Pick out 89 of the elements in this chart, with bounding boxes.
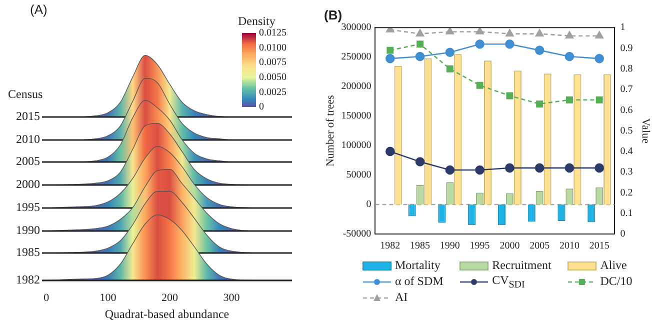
point bbox=[475, 165, 484, 175]
y2-tick-label: 0.1 bbox=[620, 208, 633, 219]
point bbox=[385, 146, 395, 156]
point bbox=[415, 52, 425, 62]
point bbox=[536, 100, 544, 108]
annotation: 0 bbox=[259, 102, 264, 113]
x-axis-title: Quadrat-based abundance bbox=[104, 306, 230, 321]
y2-tick-label: 0.8 bbox=[620, 64, 633, 75]
x-tick-label: 2015 bbox=[589, 240, 610, 252]
point bbox=[564, 52, 574, 62]
point bbox=[505, 163, 514, 173]
point bbox=[534, 163, 544, 173]
x-tick-label: 0 bbox=[44, 292, 50, 304]
point bbox=[594, 163, 604, 173]
point bbox=[564, 163, 574, 173]
y2-tick-label: 0.7 bbox=[620, 84, 633, 96]
y-tick-label: 200000 bbox=[341, 81, 372, 92]
y-tick-label: 300000 bbox=[341, 22, 372, 34]
point bbox=[416, 29, 424, 36]
legend-label: Alive bbox=[600, 258, 627, 273]
y2-tick-label: 0.3 bbox=[620, 166, 633, 178]
x-tick-label: 1982 bbox=[380, 240, 400, 252]
x-tick-label: 100 bbox=[100, 292, 117, 304]
series-label: 1982 bbox=[16, 272, 40, 287]
x-tick-label: 2010 bbox=[559, 240, 580, 252]
x-tick-label: 1995 bbox=[470, 240, 490, 252]
point bbox=[595, 31, 604, 39]
text: 0.0125 bbox=[259, 28, 286, 39]
legend-label: AI bbox=[395, 290, 408, 306]
point bbox=[475, 39, 484, 49]
x-tick-label: 300 bbox=[223, 292, 240, 304]
y-axis-title: Number of trees bbox=[324, 95, 336, 167]
x-tick-label: 2000 bbox=[500, 240, 520, 252]
point bbox=[506, 92, 514, 100]
point bbox=[534, 46, 544, 55]
y-tick-label: -50000 bbox=[342, 228, 372, 240]
legend-label: α of SDM bbox=[395, 274, 444, 290]
point bbox=[386, 46, 394, 54]
y2-tick-label: 0.9 bbox=[620, 42, 633, 54]
y-tick-label: 250000 bbox=[341, 52, 372, 63]
y2-tick-label: 1 bbox=[620, 22, 626, 34]
text: 0.0100 bbox=[259, 42, 286, 54]
point bbox=[505, 39, 514, 49]
y2-tick-label: 0 bbox=[620, 228, 626, 240]
chart-title: (A) bbox=[30, 2, 48, 18]
y-tick-label: 100000 bbox=[341, 140, 372, 152]
y2-tick-label: 0.2 bbox=[620, 187, 633, 198]
annotation: 0.0050 bbox=[259, 72, 286, 84]
point bbox=[565, 31, 574, 39]
x-tick-label: 2005 bbox=[530, 240, 550, 252]
legend-label: CV$_{SDI}$ bbox=[492, 273, 525, 290]
legend-label: Recruitment bbox=[492, 258, 552, 273]
y2-tick-label: 0.6 bbox=[620, 104, 633, 116]
point bbox=[594, 54, 604, 64]
legend-label: DC/10 bbox=[600, 274, 632, 290]
annotation: 0.0025 bbox=[259, 86, 286, 98]
y-tick-label: 50000 bbox=[346, 170, 372, 181]
point bbox=[476, 28, 484, 34]
series-label: 2005 bbox=[16, 154, 40, 168]
point bbox=[445, 165, 455, 175]
series-label: 1995 bbox=[16, 200, 40, 214]
point bbox=[385, 54, 395, 64]
y-tick-label: 150000 bbox=[341, 110, 372, 122]
point bbox=[476, 82, 484, 89]
series-label: 1990 bbox=[16, 223, 40, 238]
point bbox=[566, 96, 573, 104]
y2-axis-title: Value bbox=[640, 118, 652, 144]
text: Density bbox=[238, 14, 276, 28]
point bbox=[506, 29, 514, 36]
point bbox=[535, 29, 544, 36]
x-tick-label: 1990 bbox=[440, 240, 460, 252]
y2-tick-label: 0.5 bbox=[620, 125, 633, 136]
legend-label: Mortality bbox=[395, 258, 440, 273]
series-label: 2000 bbox=[16, 177, 40, 192]
point bbox=[416, 40, 424, 48]
annotation: 0.0075 bbox=[259, 57, 286, 68]
point bbox=[446, 65, 454, 72]
point bbox=[596, 96, 603, 104]
chart-title: (B) bbox=[324, 7, 342, 22]
y2-tick-label: 0.4 bbox=[620, 146, 633, 158]
x-tick-label: 200 bbox=[162, 292, 179, 304]
x-tick-label: 1985 bbox=[410, 240, 430, 252]
point bbox=[445, 48, 455, 58]
series-label: 2010 bbox=[16, 132, 40, 146]
point bbox=[446, 28, 454, 34]
series-label: 2015 bbox=[16, 109, 40, 124]
y-axis-title: Census bbox=[8, 87, 43, 102]
y-tick-label: 0 bbox=[366, 199, 372, 210]
point bbox=[415, 157, 425, 166]
